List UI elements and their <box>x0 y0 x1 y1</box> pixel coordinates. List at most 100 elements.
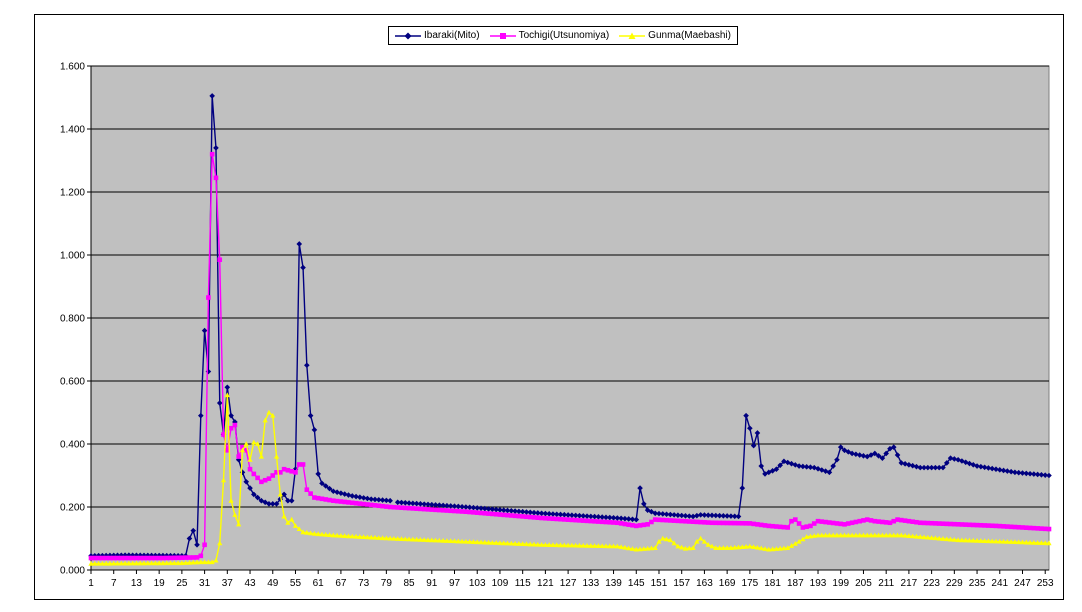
data-point <box>970 522 976 528</box>
data-point <box>569 517 575 523</box>
data-point <box>709 512 715 519</box>
data-point <box>913 463 920 470</box>
data-point <box>936 535 942 541</box>
data-point <box>429 537 435 543</box>
data-point <box>626 545 632 551</box>
data-point <box>698 535 704 541</box>
diamond-marker-icon <box>395 32 421 39</box>
data-point <box>781 545 787 551</box>
data-point <box>512 540 518 546</box>
data-point <box>186 559 193 565</box>
data-point <box>474 510 480 515</box>
data-point <box>111 555 117 561</box>
data-point <box>898 532 904 538</box>
data-point <box>872 518 878 524</box>
data-point <box>349 500 355 506</box>
data-point <box>319 480 325 487</box>
data-point <box>516 541 522 546</box>
data-point <box>610 543 617 549</box>
data-point <box>712 512 719 519</box>
data-point <box>667 537 673 543</box>
y-tick-label: 1.600 <box>60 62 85 73</box>
data-point <box>372 496 378 503</box>
x-tick-label: 169 <box>719 578 736 589</box>
data-point <box>853 532 859 538</box>
data-point <box>444 502 450 509</box>
data-point <box>183 560 189 565</box>
data-point <box>682 513 689 519</box>
data-point <box>599 543 605 549</box>
data-point <box>720 513 727 519</box>
data-point <box>580 518 586 523</box>
data-point <box>516 513 522 519</box>
data-point <box>308 530 314 536</box>
x-tick-label: 13 <box>131 578 143 589</box>
data-point <box>539 542 545 547</box>
data-point <box>296 241 303 247</box>
data-point <box>470 539 477 544</box>
data-point <box>880 519 885 525</box>
data-point <box>728 513 734 519</box>
data-point <box>1046 540 1052 546</box>
data-point <box>891 532 897 538</box>
data-point <box>656 517 662 523</box>
data-point <box>485 506 492 512</box>
data-point <box>807 464 814 471</box>
data-point <box>788 543 795 548</box>
data-point <box>606 514 613 521</box>
data-point <box>539 515 544 521</box>
data-point <box>857 518 862 524</box>
data-point <box>285 467 291 473</box>
data-point <box>686 519 692 524</box>
data-point <box>179 555 185 560</box>
data-point <box>895 517 900 522</box>
data-point <box>118 560 124 566</box>
data-point <box>936 464 942 471</box>
data-point <box>520 541 526 547</box>
data-point <box>978 463 984 470</box>
data-point <box>160 552 166 559</box>
data-point <box>845 532 851 538</box>
data-point <box>921 464 927 471</box>
data-point <box>591 513 598 520</box>
data-point <box>130 560 136 566</box>
data-point <box>322 483 329 489</box>
data-point <box>1046 526 1052 532</box>
data-point <box>641 501 647 507</box>
legend-label-tochigi: Tochigi(Utsunomiya) <box>518 30 610 41</box>
data-point <box>671 540 677 546</box>
data-point <box>1038 540 1045 545</box>
data-point <box>137 560 143 566</box>
data-point <box>792 540 798 546</box>
data-point <box>565 517 571 522</box>
data-point <box>1027 525 1033 531</box>
data-point <box>331 498 336 503</box>
data-point <box>766 523 772 529</box>
data-point <box>364 495 371 502</box>
data-point <box>395 536 401 541</box>
data-point <box>372 503 378 508</box>
data-point <box>554 516 560 522</box>
data-point <box>88 555 94 561</box>
data-point <box>281 491 287 498</box>
data-point <box>421 501 428 507</box>
data-point <box>379 535 386 541</box>
data-point <box>122 555 128 561</box>
data-point <box>383 535 389 541</box>
data-point <box>92 555 98 561</box>
data-point <box>675 518 681 524</box>
data-point <box>288 497 295 504</box>
data-point <box>543 515 548 521</box>
data-point <box>853 519 859 525</box>
data-point <box>808 523 813 529</box>
data-point <box>899 517 904 523</box>
data-point <box>315 471 321 477</box>
data-point <box>948 521 953 527</box>
data-point <box>603 514 609 521</box>
data-point <box>451 538 458 544</box>
data-point <box>383 497 390 504</box>
data-point <box>1005 524 1010 529</box>
data-point <box>1023 539 1029 545</box>
data-point <box>796 463 802 469</box>
data-point <box>240 444 245 450</box>
